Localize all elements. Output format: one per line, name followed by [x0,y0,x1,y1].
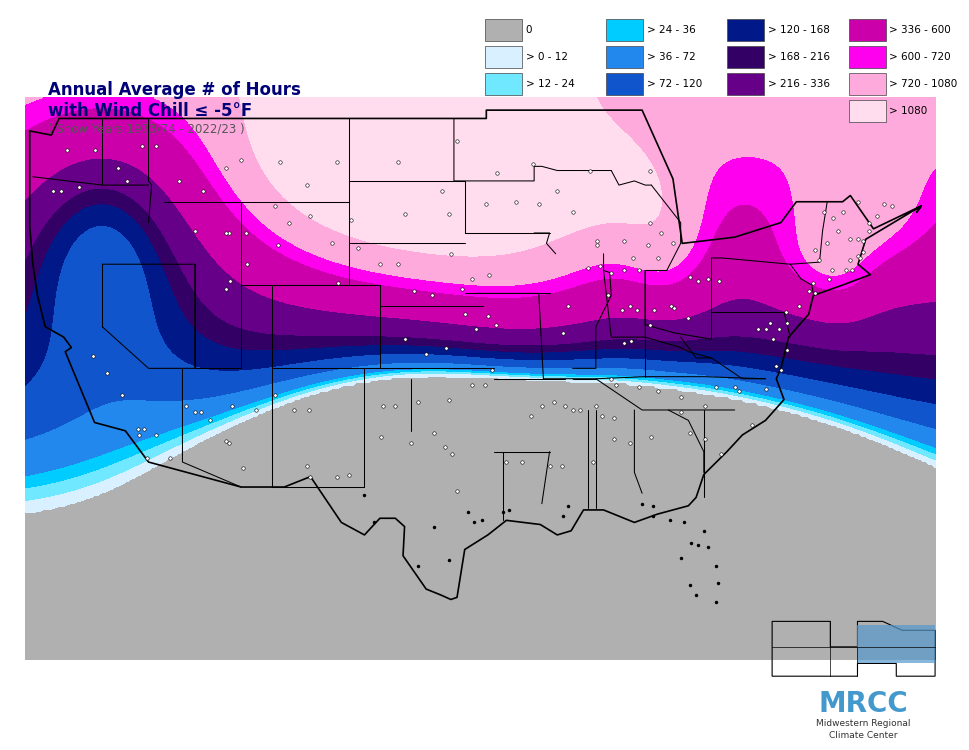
Text: Annual Average # of Hours: Annual Average # of Hours [48,81,300,99]
Text: > 24 - 36: > 24 - 36 [646,25,695,35]
Polygon shape [857,626,934,664]
Text: > 120 - 168: > 120 - 168 [767,25,829,35]
Text: > 72 - 120: > 72 - 120 [646,79,702,89]
Text: > 36 - 72: > 36 - 72 [646,52,695,62]
Text: MRCC: MRCC [818,690,907,718]
Text: with Wind Chill ≤ -5°F: with Wind Chill ≤ -5°F [48,102,252,120]
Text: > 12 - 24: > 12 - 24 [525,79,574,89]
Text: > 0 - 12: > 0 - 12 [525,52,567,62]
Text: > 1080: > 1080 [889,106,926,116]
Text: 0: 0 [525,25,532,35]
Text: > 336 - 600: > 336 - 600 [889,25,951,35]
Text: > 216 - 336: > 216 - 336 [767,79,829,89]
Text: Midwestern Regional
Climate Center: Midwestern Regional Climate Center [815,719,910,740]
Text: ( Snow Years 1973/74 - 2022/23 ): ( Snow Years 1973/74 - 2022/23 ) [48,122,244,136]
Text: > 720 - 1080: > 720 - 1080 [889,79,956,89]
Text: > 168 - 216: > 168 - 216 [767,52,829,62]
Text: > 600 - 720: > 600 - 720 [889,52,951,62]
